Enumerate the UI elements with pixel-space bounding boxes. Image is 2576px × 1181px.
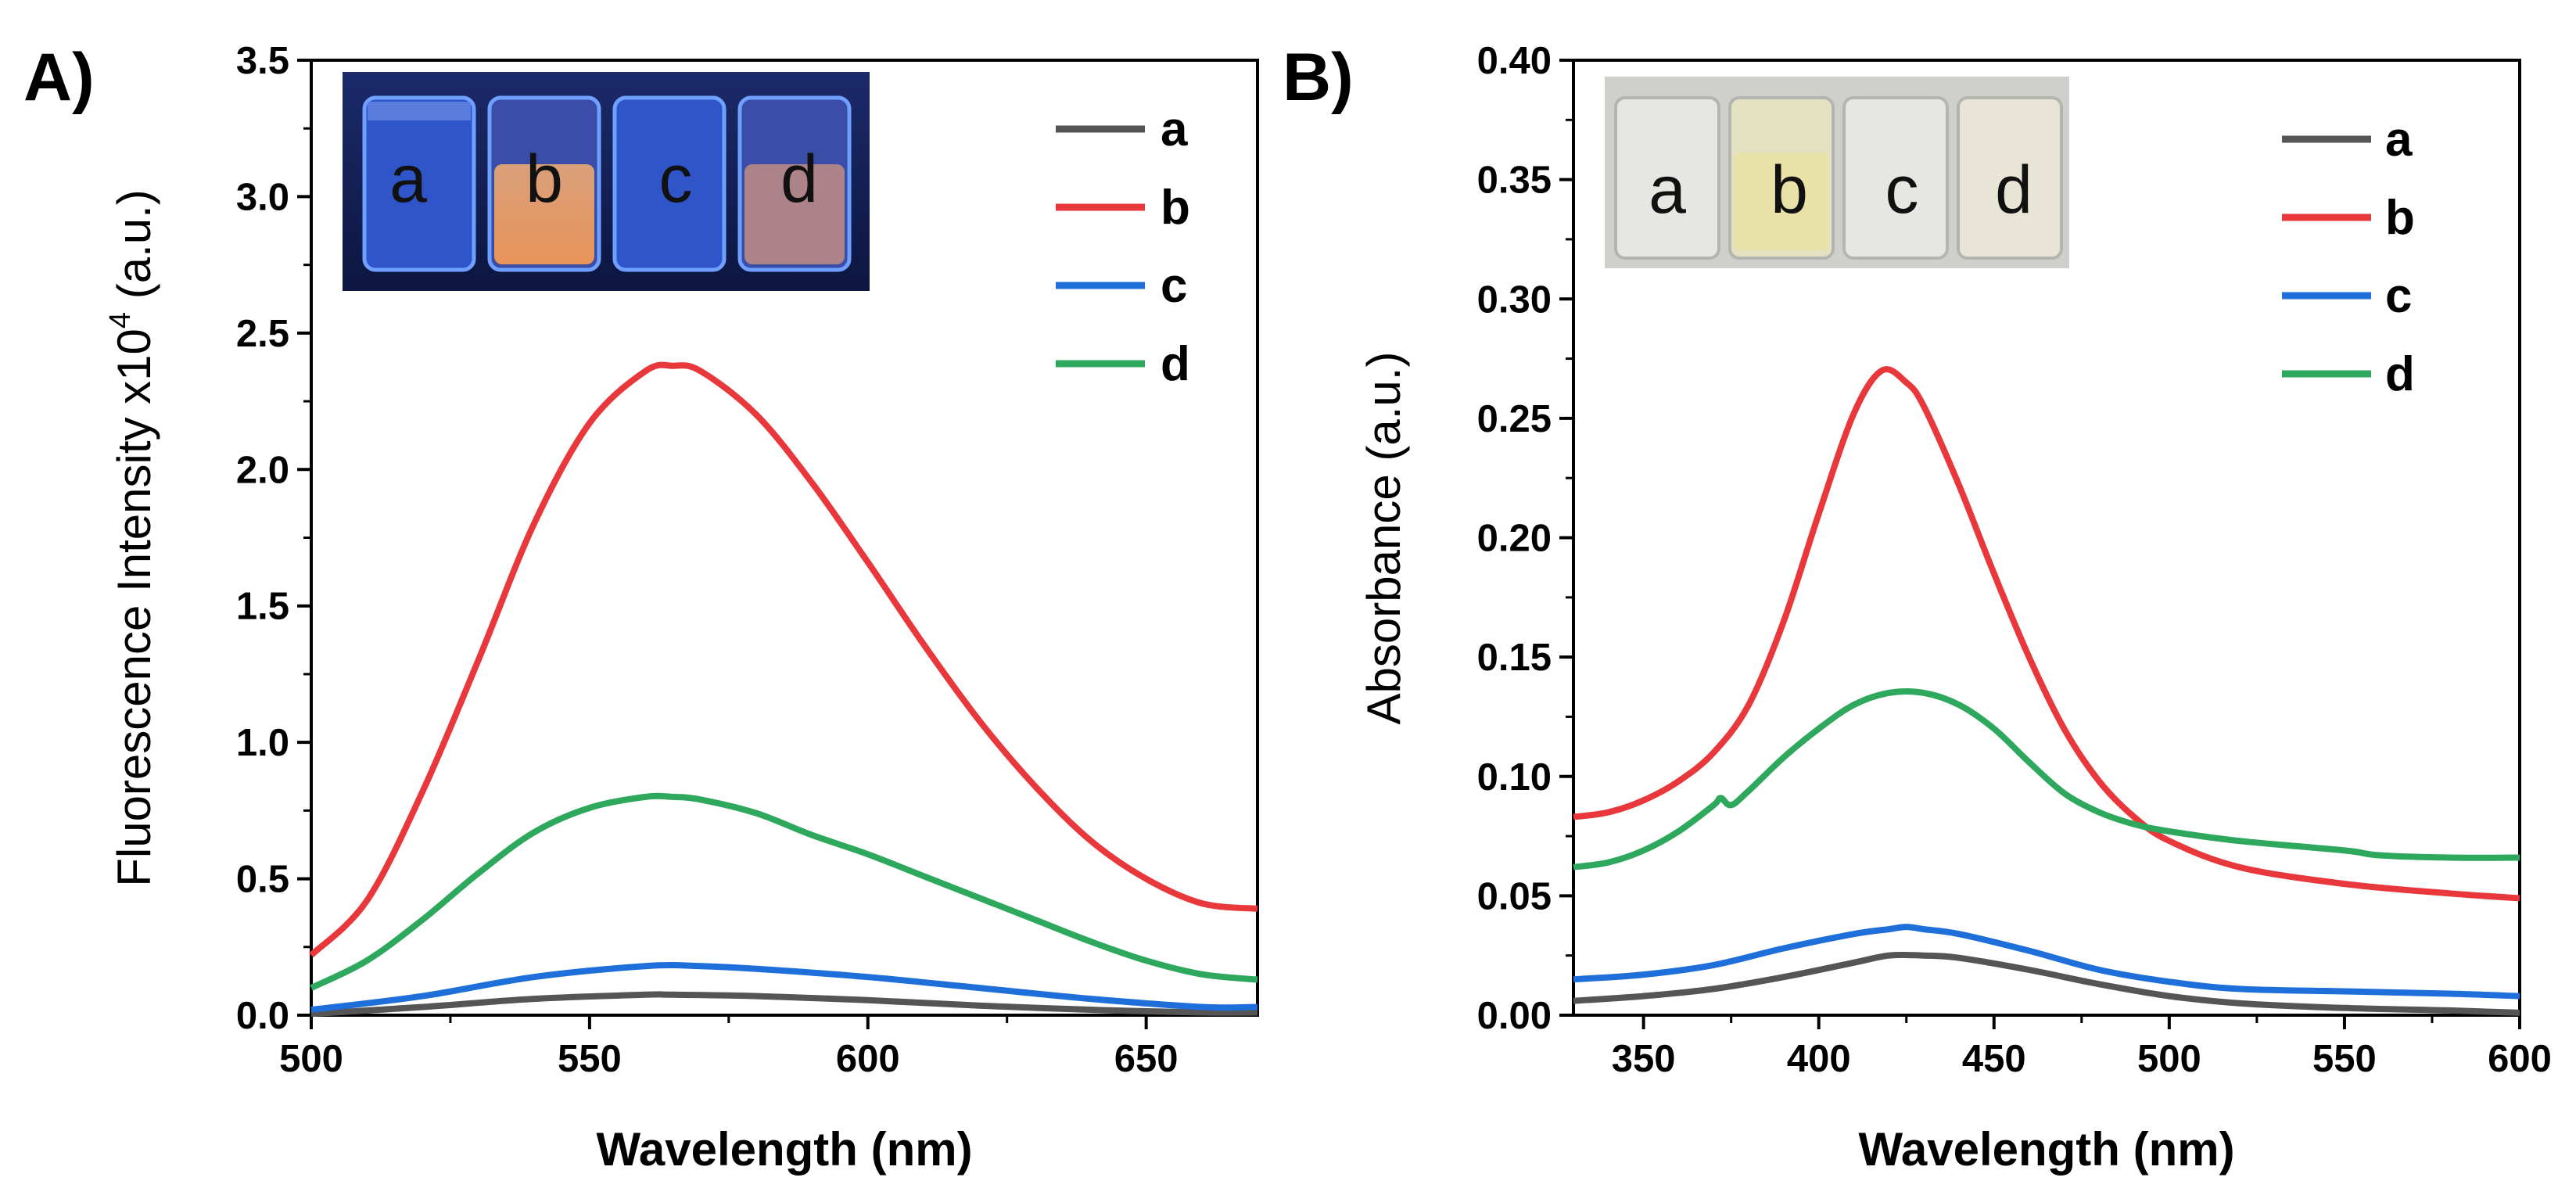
inset-a-label-d: d <box>780 142 818 217</box>
vial-a-uv <box>362 95 476 272</box>
panel-a-y-tick-label: 1.0 <box>236 722 289 764</box>
panel-b-x-tick-label: 600 <box>2488 1038 2552 1080</box>
panel-a-series-a-line <box>310 991 1258 1018</box>
panel-a-legend: a b c d <box>1056 102 1190 391</box>
legend-b-label-b: b <box>2385 191 2415 245</box>
panel-b-x-tick-label: 550 <box>2312 1038 2377 1080</box>
panel-b-y-tick-label: 0.10 <box>1477 756 1552 799</box>
panel-b-series-a-line <box>1573 951 2520 1016</box>
panel-b-series-d-line <box>1573 688 2520 870</box>
panel-b-series-c-line <box>1573 924 2520 1000</box>
panel-a-ticks: 500 550 600 650 0.0 0.5 1.0 1.5 2.0 2.5 3.0 3.5 <box>236 40 1179 1080</box>
panel-b-y-tick-label: 0.15 <box>1477 637 1552 679</box>
panel-a-x-tick-label: 550 <box>558 1038 622 1080</box>
inset-a-label-b: b <box>526 142 563 217</box>
vial-b-uv <box>487 95 601 272</box>
inset-a-label-a: a <box>389 142 427 217</box>
inset-b-label-b: b <box>1771 153 1808 228</box>
vial-c-daylight <box>1842 96 1949 260</box>
panel-b-y-tick-label: 0.25 <box>1477 398 1552 440</box>
legend-a-label-a: a <box>1161 102 1188 156</box>
inset-a-label-c: c <box>659 142 693 217</box>
panel-b-y-tick-label: 0.35 <box>1477 160 1552 202</box>
panel-a-series-c-line <box>310 962 1258 1013</box>
panel-b-y-tick-label: 0.05 <box>1477 875 1552 917</box>
panel-a-y-tick-label: 2.0 <box>236 449 289 491</box>
panel-a-y-tick-label: 1.5 <box>236 586 289 628</box>
legend-b-label-d: d <box>2385 347 2415 401</box>
panel-b-y-axis-label: Absorbance (a.u.) <box>1358 352 1410 725</box>
panel-b-series-lines <box>1573 366 2520 1016</box>
vial-a-daylight <box>1614 96 1720 260</box>
panel-a-x-axis-label: Wavelength (nm) <box>596 1123 972 1176</box>
vial-d-uv <box>737 95 852 272</box>
panel-b-inset-photo: a b c d <box>1605 77 2069 268</box>
legend-b-label-c: c <box>2385 269 2412 323</box>
panel-b-x-tick-label: 500 <box>2137 1038 2201 1080</box>
panel-a-x-tick-label: 500 <box>279 1038 343 1080</box>
panel-b-ticks: 350 400 450 500 550 600 0.00 0.05 0.10 0.15 0.20 0.… <box>1477 40 2552 1080</box>
panel-a-series-d-line <box>310 792 1258 991</box>
panel-a: A) 500 550 600 650 0.0 0.5 1.0 1.5 2.0 2.5 3.0 3.5 <box>23 40 1259 1176</box>
panel-a-y-tick-label: 0.5 <box>236 859 289 901</box>
vial-c-uv <box>612 95 727 272</box>
legend-b-label-a: a <box>2385 113 2413 167</box>
panel-b-x-tick-label: 450 <box>1962 1038 2026 1080</box>
panel-a-y-axis-label: Fluorescence Intensity x104 (a.u.) <box>104 189 160 887</box>
vial-d-daylight <box>1957 96 2063 260</box>
inset-b-label-c: c <box>1885 153 1919 228</box>
panel-b-y-tick-label: 0.40 <box>1477 40 1552 82</box>
panel-b-x-axis-label: Wavelength (nm) <box>1858 1123 2234 1176</box>
panel-b-series-b-line <box>1573 366 2520 902</box>
legend-a-label-c: c <box>1161 259 1187 313</box>
panel-b-plot-area: 350 400 450 500 550 600 0.00 0.05 0.10 0.15 0.20 0.… <box>1477 40 2552 1080</box>
panel-b-letter: B) <box>1283 40 1354 115</box>
panel-b-legend: a b c d <box>2282 113 2415 401</box>
panel-b-x-tick-label: 350 <box>1612 1038 1676 1080</box>
panel-a-y-tick-label: 2.5 <box>236 313 289 355</box>
vial-b-daylight <box>1728 96 1835 260</box>
legend-a-label-b: b <box>1161 181 1190 235</box>
panel-b-x-tick-label: 400 <box>1787 1038 1851 1080</box>
panel-a-letter: A) <box>23 40 95 115</box>
panel-a-series-lines <box>309 361 1258 1018</box>
panel-b-y-tick-label: 0.20 <box>1477 518 1552 560</box>
panel-a-y-tick-label: 3.0 <box>236 176 289 218</box>
panel-a-series-b-line <box>309 361 1258 958</box>
panel-a-x-tick-label: 600 <box>836 1038 900 1080</box>
panel-a-y-tick-label: 0.0 <box>236 995 289 1037</box>
panel-b-y-tick-label: 0.00 <box>1477 995 1552 1037</box>
panel-a-plot-area: 500 550 600 650 0.0 0.5 1.0 1.5 2.0 2.5 3.0 3.5 <box>236 40 1259 1080</box>
panel-a-x-tick-label: 650 <box>1114 1038 1179 1080</box>
inset-b-label-d: d <box>1995 153 2032 228</box>
inset-b-label-a: a <box>1649 153 1686 228</box>
panel-a-inset-photo: a b c d <box>343 72 870 291</box>
legend-a-label-d: d <box>1161 337 1190 391</box>
panel-b: B) 350 400 450 500 550 600 0.00 0.05 0.10 0.15 0.2… <box>1283 40 2552 1176</box>
panel-a-y-tick-label: 3.5 <box>236 40 289 82</box>
panel-b-y-tick-label: 0.30 <box>1477 278 1552 321</box>
